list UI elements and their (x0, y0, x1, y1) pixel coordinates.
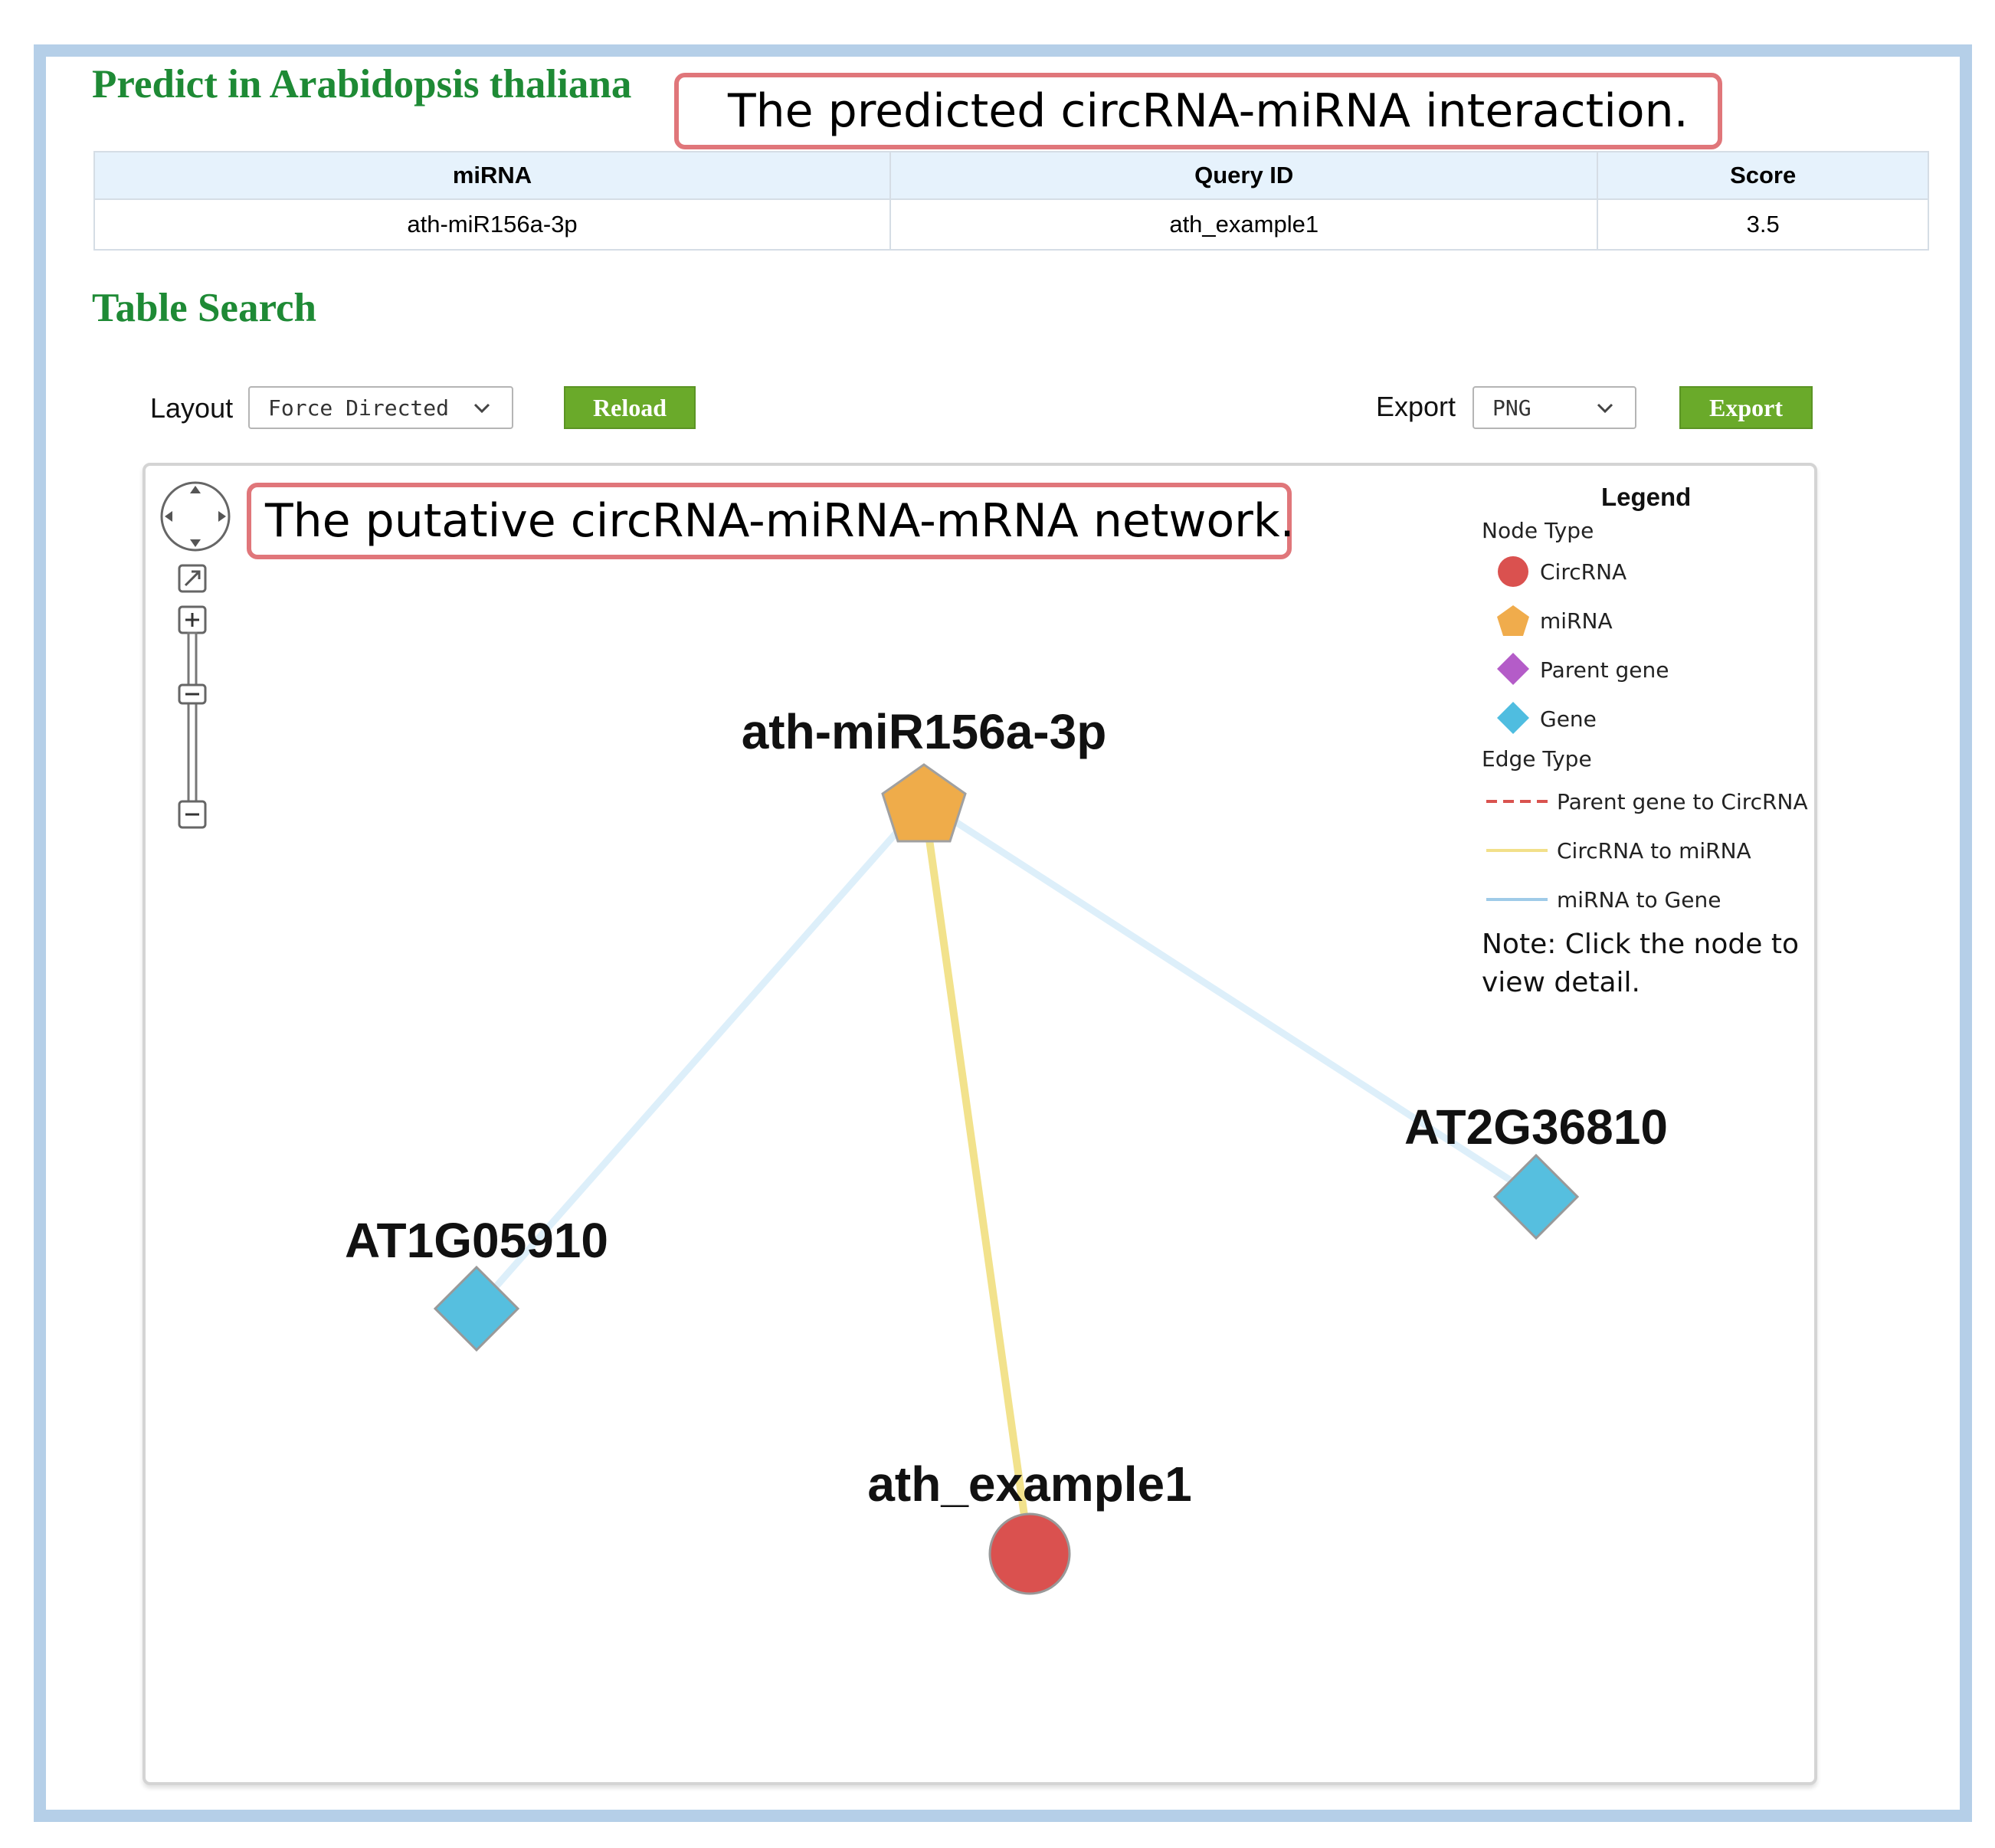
annotation-callout-interaction: The predicted circRNA-miRNA interaction. (674, 73, 1722, 149)
column-header-mirna[interactable]: miRNA (93, 151, 892, 200)
page-title: Predict in Arabidopsis thaliana (92, 62, 632, 106)
node-circrna-ath-example1[interactable] (988, 1512, 1071, 1595)
layout-select[interactable]: Force Directed (248, 386, 513, 429)
export-button[interactable]: Export (1679, 386, 1813, 429)
legend-node-type-label: Node Type (1482, 518, 1594, 543)
cell-mirna: ath-miR156a-3p (93, 198, 892, 251)
export-format-select[interactable]: PNG (1472, 386, 1636, 429)
legend-item-parent-gene-to-circrna: Parent gene to CircRNA (1557, 789, 1808, 814)
legend-edge-type-label: Edge Type (1482, 746, 1592, 772)
annotation-callout-network: The putative circRNA-miRNA-mRNA network. (247, 483, 1295, 559)
callout-text: The putative circRNA-miRNA-mRNA network. (265, 494, 1295, 548)
reload-button[interactable]: Reload (564, 386, 696, 429)
layout-select-value: Force Directed (268, 395, 450, 421)
column-header-score[interactable]: Score (1597, 151, 1929, 200)
edge-mirna-to-gene-at1g05910 (473, 799, 927, 1311)
legend-circle-icon (1498, 556, 1528, 587)
table-row[interactable]: ath-miR156a-3p ath_example1 3.5 (93, 198, 1929, 251)
layout-label: Layout (150, 392, 234, 424)
legend-item-parent-gene: Parent gene (1540, 657, 1669, 683)
chevron-down-icon (1597, 403, 1613, 414)
zoom-slider[interactable] (178, 631, 207, 803)
cell-score: 3.5 (1597, 198, 1929, 251)
section-title: Table Search (92, 286, 317, 330)
node-label-gene-1: AT1G05910 (345, 1213, 608, 1268)
table-header-row: miRNA Query ID Score (93, 151, 1929, 200)
fit-view-icon[interactable] (178, 564, 207, 593)
legend-item-mirna-to-gene: miRNA to Gene (1557, 887, 1721, 913)
legend-item-circrna-to-mirna: CircRNA to miRNA (1557, 838, 1751, 863)
node-gene-at1g05910[interactable] (433, 1265, 520, 1352)
export-label: Export (1376, 391, 1456, 422)
node-label-mirna: ath-miR156a-3p (741, 704, 1107, 759)
column-header-query-id[interactable]: Query ID (889, 151, 1599, 200)
network-canvas[interactable] (142, 463, 1817, 1785)
prediction-table: miRNA Query ID Score ath-miR156a-3p ath_… (93, 151, 1929, 251)
export-format-value: PNG (1492, 395, 1531, 421)
legend-pentagon-icon (1497, 605, 1529, 636)
node-label-circrna: ath_example1 (867, 1456, 1192, 1512)
node-label-gene-2: AT2G36810 (1404, 1099, 1668, 1155)
legend-diamond-blue-icon (1497, 702, 1529, 734)
node-gene-at2g36810[interactable] (1492, 1153, 1580, 1240)
legend-diamond-purple-icon (1497, 653, 1529, 685)
zoom-in-icon[interactable] (178, 605, 207, 634)
node-mirna-pentagon[interactable] (881, 763, 967, 843)
legend-title: Legend (1601, 483, 1692, 511)
pan-control[interactable] (160, 481, 231, 552)
legend-item-mirna: miRNA (1540, 608, 1613, 634)
chevron-down-icon (473, 403, 490, 414)
cell-query-id: ath_example1 (889, 198, 1599, 251)
callout-text: The predicted circRNA-miRNA interaction. (728, 84, 1689, 138)
zoom-out-icon[interactable] (178, 800, 207, 829)
legend-item-gene: Gene (1540, 706, 1597, 732)
legend-note: Note: Click the node to view detail. (1482, 929, 1799, 998)
edge-mirna-to-gene-at2g36810 (922, 798, 1538, 1200)
edge-circrna-to-mirna (920, 801, 1034, 1555)
legend-item-circrna: CircRNA (1540, 559, 1627, 585)
